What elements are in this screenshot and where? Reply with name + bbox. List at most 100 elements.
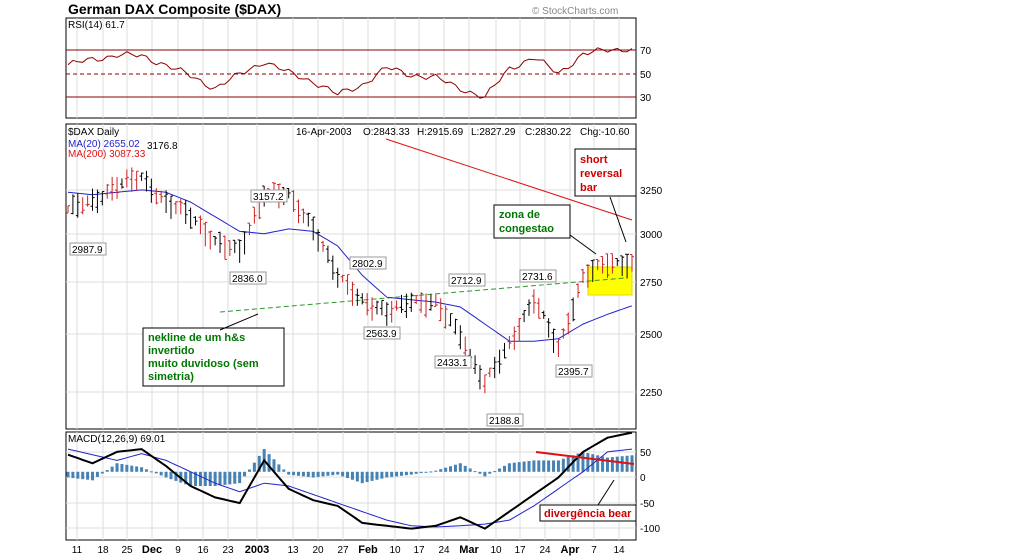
- annotation-neckline-pointer: [219, 313, 259, 331]
- x-tick-label: 10: [389, 545, 401, 556]
- macd-hist-bar: [517, 462, 521, 472]
- value-label-2395: 2395.7: [555, 364, 593, 378]
- macd-hist-bar: [498, 468, 502, 472]
- price-tick-2750: 2750: [640, 278, 663, 289]
- price-y-ticks: 3250 3000 2750 2500 2250: [640, 186, 663, 399]
- macd-hist-bar: [140, 467, 144, 472]
- macd-hist-bar: [532, 460, 536, 472]
- svg-text:zona de: zona de: [499, 209, 540, 221]
- macd-hist-bar: [610, 457, 614, 472]
- macd-hist-bar: [493, 471, 497, 473]
- annotation-reversal: short reversal bar: [574, 148, 637, 243]
- macd-hist-bar: [424, 471, 428, 473]
- macd-hist-bar: [341, 471, 345, 477]
- macd-hist-bar: [453, 464, 457, 472]
- macd-hist-bar: [473, 471, 477, 473]
- macd-hist-bar: [297, 471, 301, 476]
- macd-hist-bar: [360, 471, 364, 484]
- macd-hist-bar: [71, 471, 75, 479]
- macd-hist-bar: [561, 458, 565, 472]
- rsi-frame: [65, 17, 637, 119]
- macd-hist-bar: [95, 471, 99, 477]
- annotation-neckline-box: [142, 327, 285, 387]
- macd-hist-bar: [100, 471, 104, 474]
- macd-hist-bar: [566, 457, 570, 472]
- x-tick-label: Mar: [459, 544, 479, 556]
- annotation-congestion: zona de congestao: [493, 204, 597, 255]
- annotation-congestion-pointer: [569, 234, 597, 255]
- macd-hist-bar: [571, 455, 575, 472]
- macd-hist-bar: [238, 471, 242, 484]
- macd-hist-bar: [243, 471, 247, 477]
- x-tick-label: 17: [514, 545, 526, 556]
- svg-text:simetria): simetria): [148, 371, 194, 383]
- macd-hist-bar: [233, 471, 237, 484]
- x-axis: 11 18 25 Dec 9 16 23 2003 13 20 27 Feb 10 17 24 Mar 10 17…: [72, 544, 625, 556]
- macd-hist-bar: [336, 471, 340, 475]
- macd-signal-line: [67, 448, 633, 528]
- svg-text:short: short: [580, 154, 608, 166]
- macd-hist-bar: [184, 471, 188, 485]
- macd-hist-bar: [365, 471, 369, 483]
- svg-text:2395.7: 2395.7: [558, 367, 589, 378]
- value-label-2712: 2712.9: [448, 273, 486, 287]
- macd-hist-bar: [189, 471, 193, 486]
- macd-hist-bar: [375, 471, 379, 480]
- congestion-zone: [587, 266, 633, 296]
- macd-hist-bar: [552, 460, 556, 472]
- macd-hist-bar: [135, 466, 139, 472]
- macd-hist-bar: [488, 471, 492, 474]
- macd-hist-bar: [385, 471, 389, 478]
- value-label-2188: 2188.8: [486, 413, 524, 427]
- macd-y-ticks: 50 0 -50 -100: [640, 448, 660, 535]
- x-tick-label: 11: [72, 545, 83, 556]
- ohlc-close: C:2830.22: [525, 127, 572, 138]
- macd-hist-bar: [164, 471, 168, 478]
- macd-hist-bar: [306, 471, 310, 477]
- macd-hist-bar: [350, 471, 354, 480]
- macd-tick-minus50: -50: [640, 499, 655, 510]
- macd-hist-bar: [409, 471, 413, 475]
- macd-hist-bar: [194, 471, 198, 486]
- macd-hist-bar: [596, 455, 600, 472]
- ohlc-high: H:2915.69: [417, 127, 464, 138]
- x-tick-label: 24: [438, 545, 450, 556]
- macd-hist-bar: [218, 471, 222, 486]
- ohlc-low: L:2827.29: [471, 127, 516, 138]
- macd-hist-bar: [130, 465, 134, 472]
- x-tick-label: 25: [121, 545, 133, 556]
- macd-hist-bar: [321, 471, 325, 477]
- x-tick-label: 23: [222, 545, 234, 556]
- macd-hist-bar: [380, 471, 384, 479]
- macd-hist-bar: [419, 471, 423, 474]
- ma200-line: [385, 138, 633, 221]
- x-tick-label: 14: [613, 545, 625, 556]
- value-labels: 3176.8 3157.2 2987.9 2836.0 2802.9 2712.…: [69, 140, 593, 427]
- svg-text:invertido: invertido: [148, 345, 195, 357]
- macd-hist-bar: [301, 471, 305, 477]
- macd-hist-bar: [591, 454, 595, 472]
- svg-text:2433.1: 2433.1: [437, 358, 468, 369]
- divergence-line: [535, 451, 635, 465]
- svg-text:3157.2: 3157.2: [253, 192, 284, 203]
- rsi-label: RSI(14) 61.7: [68, 20, 125, 31]
- svg-text:2712.9: 2712.9: [451, 276, 482, 287]
- macd-hist-bar: [399, 471, 403, 476]
- x-tick-label: 13: [287, 545, 299, 556]
- macd-hist-bar: [615, 456, 619, 472]
- macd-hist-bar: [105, 470, 109, 472]
- macd-hist-bar: [414, 471, 418, 474]
- macd-hist-bar: [213, 471, 217, 486]
- x-tick-label: 2003: [245, 544, 269, 556]
- value-label-2836: 2836.0: [229, 271, 267, 285]
- macd-hist-bar: [76, 471, 80, 479]
- x-tick-label: 20: [312, 545, 324, 556]
- rsi-grid: [76, 18, 620, 118]
- x-tick-label: Feb: [358, 544, 378, 556]
- ohlc-header: 16-Apr-2003 O:2843.33 H:2915.69 L:2827.2…: [296, 127, 630, 138]
- macd-hist-bar: [556, 460, 560, 472]
- svg-text:2563.9: 2563.9: [366, 329, 397, 340]
- value-label-2731: 2731.6: [519, 269, 557, 283]
- macd-hist-bar: [576, 453, 580, 472]
- annotation-reversal-pointer: [609, 196, 627, 243]
